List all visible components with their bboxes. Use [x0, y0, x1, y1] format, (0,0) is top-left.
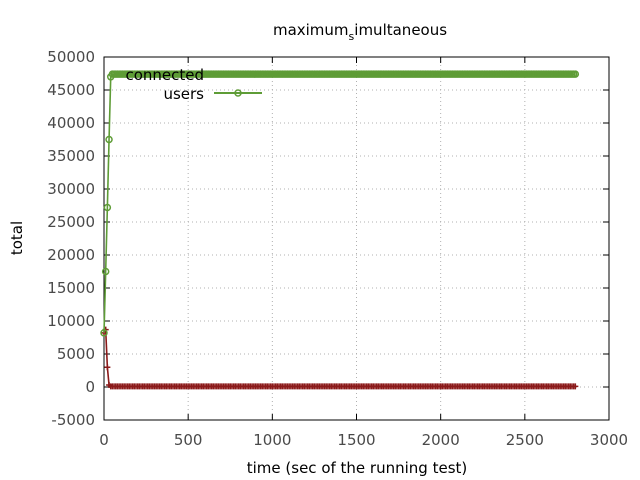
y-axis-title: total	[8, 221, 26, 255]
chart-title-subscript: s	[349, 30, 355, 43]
y-tick-label: -5000	[51, 411, 95, 429]
data-point	[104, 364, 111, 371]
legend-label-line1: connected	[125, 66, 204, 84]
data-point	[100, 329, 108, 337]
y-axis-ticks: -5000 0 5000 10000 15000 20000 25000 30000 35000…	[47, 48, 609, 429]
x-tick-label: 0	[99, 431, 109, 449]
y-tick-label: 45000	[47, 81, 95, 99]
x-tick-label: 1000	[253, 431, 291, 449]
series-line	[103, 326, 576, 388]
y-tick-label: 5000	[57, 345, 95, 363]
legend: connected users	[125, 66, 262, 103]
y-tick-label: 25000	[47, 213, 95, 231]
y-tick-label: 20000	[47, 246, 95, 264]
x-axis-ticks: 0 500 1000 1500 2000 2500 3000	[99, 57, 628, 449]
x-axis-title: time (sec of the running test)	[247, 459, 468, 477]
y-tick-label: 50000	[47, 48, 95, 66]
chart-title: maximumsimultaneous	[273, 21, 447, 43]
legend-marker-sample	[234, 89, 242, 97]
chart-title-rest: imultaneous	[354, 21, 447, 39]
y-tick-label: 35000	[47, 147, 95, 165]
series-1	[101, 326, 579, 390]
y-tick-label: 40000	[47, 114, 95, 132]
data-point	[571, 70, 580, 78]
legend-label-line2: users	[163, 85, 204, 103]
grid-lines	[104, 57, 609, 420]
series-layer	[100, 70, 580, 390]
y-tick-label: 15000	[47, 279, 95, 297]
y-tick-label: 10000	[47, 312, 95, 330]
data-point	[101, 267, 110, 276]
x-tick-label: 500	[174, 431, 203, 449]
x-tick-label: 1500	[337, 431, 375, 449]
x-tick-label: 2000	[422, 431, 460, 449]
x-tick-label: 2500	[506, 431, 544, 449]
data-point	[572, 383, 579, 390]
data-point	[105, 135, 113, 144]
data-point	[103, 203, 112, 212]
y-tick-label: 30000	[47, 180, 95, 198]
x-tick-label: 3000	[590, 431, 628, 449]
y-tick-label: 0	[85, 378, 95, 396]
series-0	[100, 70, 580, 337]
series-line	[103, 73, 576, 333]
chart-title-main: maximum	[273, 21, 349, 39]
